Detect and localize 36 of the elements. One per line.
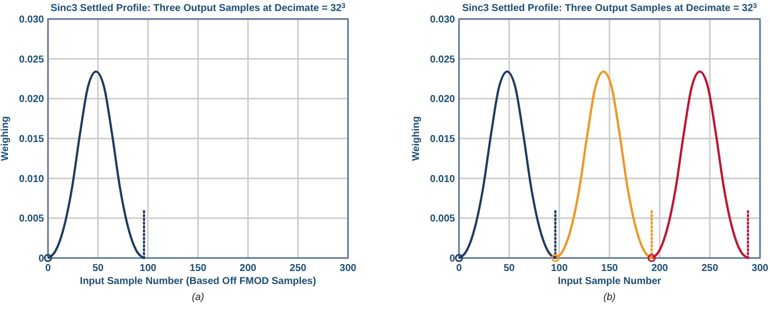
- chart-title: Sinc3 Settled Profile: Three Output Samples at Decimate = 32$^{3}$: [50, 2, 346, 14]
- y-tick-label: 0.025: [18, 54, 44, 66]
- y-tick-label: 0.030: [430, 14, 456, 26]
- y-tick-label: 0.015: [430, 134, 456, 145]
- x-tick-label: 0: [45, 263, 52, 274]
- x-tick-label: 200: [240, 263, 257, 274]
- x-tick-label: 150: [190, 263, 207, 274]
- x-tick-label: 300: [752, 263, 769, 274]
- x-tick-label: 50: [92, 263, 104, 274]
- x-tick-label: 100: [140, 263, 157, 274]
- x-tick-label: 50: [504, 263, 516, 274]
- y-tick-label: 0.005: [430, 214, 456, 225]
- y-tick-label: 0.010: [18, 174, 44, 185]
- x-tick-label: 250: [701, 263, 719, 274]
- x-axis-title: Input Sample Number: [558, 276, 662, 287]
- y-tick-label: 0.010: [430, 174, 456, 185]
- y-tick-label: 0.030: [18, 14, 44, 26]
- x-tick-label: 300: [340, 263, 357, 274]
- y-tick-label: 0.015: [18, 134, 44, 145]
- y-tick-label: 0.020: [18, 94, 44, 106]
- x-tick-label: 0: [456, 263, 462, 274]
- x-axis-title: Input Sample Number (Based Off FMOD Samples): [80, 276, 316, 287]
- x-tick-label: 100: [550, 263, 568, 274]
- y-tick-label: 0.025: [430, 54, 456, 66]
- y-tick-label: 0.020: [430, 94, 456, 106]
- y-axis-title: Weighing: [0, 116, 11, 161]
- text: (b): [603, 292, 616, 303]
- y-axis-title: Weighing: [411, 116, 422, 161]
- y-tick-label: 0.005: [18, 214, 44, 225]
- text: (a): [192, 292, 204, 303]
- chart-title: Sinc3 Settled Profile: Three Output Samples at Decimate = 32$^{3}$: [462, 2, 758, 14]
- x-tick-label: 200: [651, 263, 668, 274]
- x-tick-label: 250: [290, 263, 307, 274]
- x-tick-label: 150: [601, 263, 618, 274]
- y-tick-label: 0: [449, 254, 456, 264]
- y-tick-label: 0: [38, 254, 44, 264]
